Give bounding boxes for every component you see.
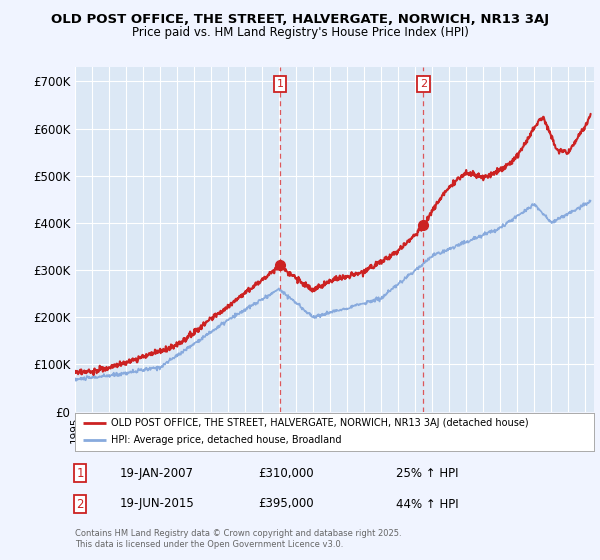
Text: 2: 2: [420, 80, 427, 89]
Text: 19-JAN-2007: 19-JAN-2007: [120, 466, 194, 480]
Text: OLD POST OFFICE, THE STREET, HALVERGATE, NORWICH, NR13 3AJ (detached house): OLD POST OFFICE, THE STREET, HALVERGATE,…: [112, 418, 529, 428]
Text: HPI: Average price, detached house, Broadland: HPI: Average price, detached house, Broa…: [112, 435, 342, 445]
Text: 44% ↑ HPI: 44% ↑ HPI: [396, 497, 458, 511]
Text: 1: 1: [277, 80, 284, 89]
Text: 25% ↑ HPI: 25% ↑ HPI: [396, 466, 458, 480]
Text: £395,000: £395,000: [258, 497, 314, 511]
Text: 19-JUN-2015: 19-JUN-2015: [120, 497, 195, 511]
Text: OLD POST OFFICE, THE STREET, HALVERGATE, NORWICH, NR13 3AJ: OLD POST OFFICE, THE STREET, HALVERGATE,…: [51, 13, 549, 26]
Text: 1: 1: [76, 466, 84, 480]
Text: 2: 2: [76, 497, 84, 511]
Text: Price paid vs. HM Land Registry's House Price Index (HPI): Price paid vs. HM Land Registry's House …: [131, 26, 469, 39]
Text: £310,000: £310,000: [258, 466, 314, 480]
Text: Contains HM Land Registry data © Crown copyright and database right 2025.
This d: Contains HM Land Registry data © Crown c…: [75, 529, 401, 549]
